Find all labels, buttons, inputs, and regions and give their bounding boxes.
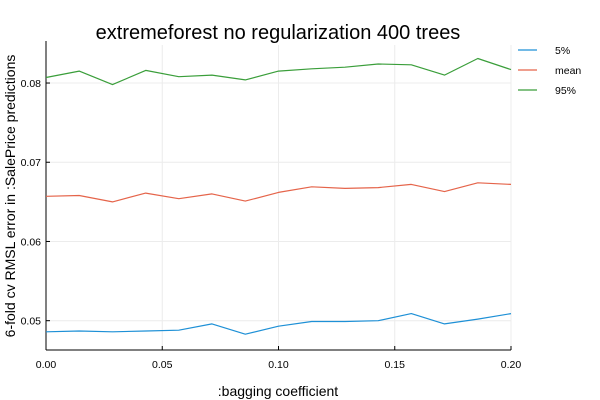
- x-tick-label: 0.00: [36, 359, 57, 371]
- x-tick-label: 0.10: [268, 359, 289, 371]
- x-tick-label: 0.05: [152, 359, 173, 371]
- series-lines: [45, 57, 512, 335]
- y-tick-label: 0.08: [21, 78, 42, 90]
- y-tick-label: 0.07: [21, 157, 42, 169]
- y-tick-label: 0.06: [21, 236, 42, 248]
- y-axis-label: 6-fold cv RMSL error in :SalePrice predi…: [2, 55, 18, 338]
- x-tick-label: 0.15: [385, 359, 406, 371]
- series-line-mean: [45, 182, 512, 203]
- axes: [45, 41, 512, 351]
- legend-label: mean: [555, 65, 581, 77]
- y-tick-labels: 0.05 0.06 0.07 0.08: [21, 78, 42, 328]
- x-tick-labels: 0.00 0.05 0.10 0.15 0.20: [36, 359, 522, 371]
- series-line-95pct: [45, 57, 512, 86]
- legend: 5% mean 95%: [518, 45, 581, 97]
- legend-label: 5%: [555, 45, 570, 57]
- y-tick-label: 0.05: [21, 316, 42, 328]
- x-axis-label: :bagging coefficient: [218, 383, 338, 399]
- x-tick-label: 0.20: [501, 359, 522, 371]
- series-line-5pct: [45, 313, 512, 335]
- chart-title: extremeforest no regularization 400 tree…: [96, 22, 461, 44]
- legend-label: 95%: [555, 85, 576, 97]
- grid: [45, 45, 512, 350]
